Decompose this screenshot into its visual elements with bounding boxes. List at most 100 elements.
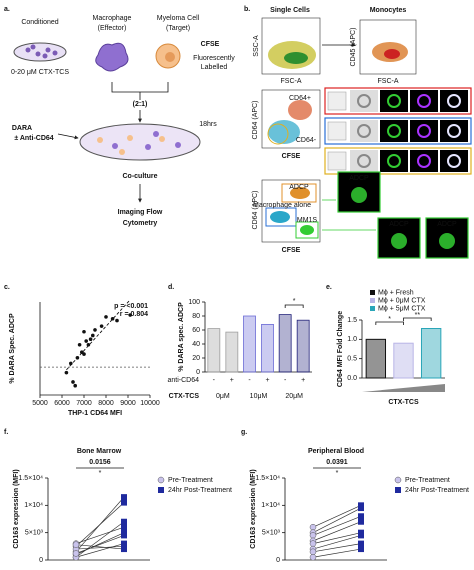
legend-swatch [370, 306, 375, 311]
point [121, 494, 127, 501]
bar [261, 323, 274, 373]
sign-label: - [248, 377, 251, 384]
cell-image [357, 154, 371, 168]
point [128, 313, 132, 317]
label: Cytometry [123, 220, 158, 227]
point [72, 541, 80, 548]
y-tick-label: 0 [196, 369, 200, 376]
panel-label: g. [241, 429, 247, 436]
x-tick-label: 9000 [120, 400, 136, 407]
cell [25, 47, 31, 53]
label: (Effector) [98, 25, 127, 32]
cell [45, 47, 51, 53]
legend-swatch [158, 487, 164, 493]
axis-label: CD64 (APC) [252, 191, 259, 230]
cell-image [447, 124, 461, 138]
cell-image [417, 154, 431, 168]
x-tick-label: 20μM [285, 393, 303, 400]
bar [225, 331, 239, 373]
legend-swatch [157, 476, 165, 484]
x-tick-label: 5000 [32, 400, 48, 407]
sign-label: - [284, 377, 287, 384]
y-tick-label: 0.0 [347, 375, 357, 382]
y-tick-label: 1×10⁴ [24, 502, 43, 509]
label: 18hrs [199, 121, 217, 128]
pair-line [312, 521, 362, 542]
point [71, 380, 75, 384]
panel-label: d. [168, 284, 174, 291]
label: Single Cells [270, 7, 310, 14]
y-axis-label: % DARA spec. ADCP [178, 302, 185, 372]
y-tick-label: 1.5×10⁴ [18, 475, 43, 482]
annotation: r = 0.804 [120, 311, 148, 318]
bracket [111, 82, 169, 100]
x-axis-label: CTX-TCS [169, 393, 200, 400]
legend-label: Mϕ + Fresh [378, 289, 414, 296]
sign-label: + [230, 377, 234, 384]
gate [295, 221, 319, 239]
bar [207, 328, 221, 373]
legend-label: Mϕ + 0μM CTX [378, 297, 426, 304]
pair-line [75, 545, 125, 550]
axis-label: FSC-A [378, 78, 399, 85]
pair-line [312, 507, 362, 533]
y-tick-label: 1.5×10⁴ [255, 475, 280, 482]
point [121, 546, 127, 553]
pair-line [312, 505, 362, 528]
point [86, 342, 91, 347]
point [309, 554, 317, 561]
y-tick-label: 0 [39, 557, 43, 564]
axis-label: CFSE [282, 247, 301, 254]
label: DARA [12, 125, 32, 132]
legend-label: Pre-Treatment [405, 477, 450, 484]
bar [278, 314, 292, 373]
micrograph [380, 90, 408, 112]
density [300, 225, 314, 235]
chart-title: Bone Marrow [77, 448, 122, 455]
tile-label: ADCP [389, 221, 409, 228]
x-axis-label: CTX-TCS [388, 399, 419, 406]
density [268, 120, 300, 144]
annotation: * [336, 470, 339, 477]
density [270, 211, 290, 223]
y-axis-label: CD163 expression (MFI) [13, 469, 20, 548]
cell-image [447, 94, 461, 108]
micrograph [440, 120, 468, 142]
y-tick-label: 1.5 [347, 317, 357, 324]
gate [267, 123, 289, 145]
y-tick-label: 80 [192, 313, 200, 320]
gate [281, 183, 317, 203]
cell [30, 44, 36, 50]
y-axis-label: CD163 expression (MFI) [250, 469, 257, 548]
density [290, 187, 310, 199]
label: Fluorescently [193, 55, 235, 62]
label: Imaging Flow [118, 209, 163, 216]
cell [153, 131, 159, 137]
cell [112, 143, 118, 149]
micrograph [350, 120, 378, 142]
annotation: p = <0.001 [114, 303, 148, 310]
pair-line [75, 502, 125, 547]
point [309, 523, 317, 531]
cell [119, 149, 125, 155]
point [91, 333, 95, 338]
micrograph [440, 150, 468, 172]
bracket [403, 317, 432, 321]
micrograph [380, 150, 408, 172]
cell [52, 50, 58, 56]
x-tick-label: 10μM [250, 393, 268, 400]
cell-image [387, 154, 401, 168]
bar [243, 315, 256, 373]
cell [35, 51, 41, 57]
cell [127, 135, 133, 141]
point [93, 328, 97, 332]
y-tick-label: 100 [188, 299, 200, 306]
y-tick-label: 1.0 [347, 336, 357, 343]
connector [322, 199, 376, 231]
point [121, 518, 127, 525]
density [284, 52, 308, 64]
sign-label: + [301, 377, 305, 384]
micrograph [350, 150, 378, 172]
